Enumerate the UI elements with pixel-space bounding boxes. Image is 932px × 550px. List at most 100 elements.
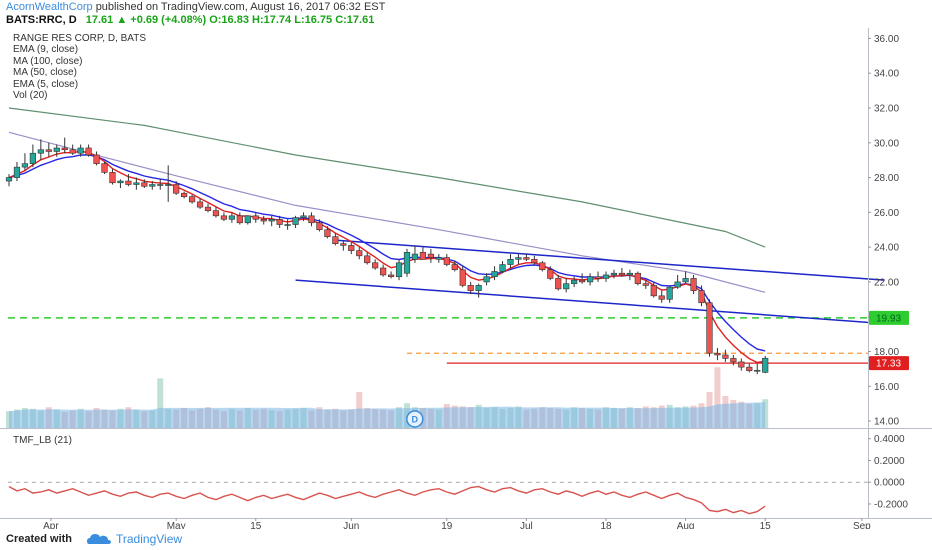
- candle-body: [523, 257, 530, 260]
- candle-body: [435, 257, 442, 260]
- time-tick-label: Jul: [520, 521, 533, 532]
- tmf-tick-label: 0.0000: [874, 478, 905, 489]
- candle-body: [459, 269, 466, 286]
- time-tick-label: 18: [600, 521, 612, 532]
- candle-body: [499, 264, 506, 272]
- candle-body: [308, 215, 315, 224]
- candle-body: [571, 279, 578, 284]
- candle-body: [228, 215, 235, 220]
- tradingview-brand-link[interactable]: TradingView: [116, 532, 183, 546]
- candle-body: [395, 262, 403, 277]
- candle-body: [324, 229, 331, 237]
- price-tick-label: 22.00: [874, 277, 899, 288]
- candle-body: [467, 285, 474, 291]
- candle-body: [602, 274, 610, 279]
- candle-body: [738, 361, 745, 368]
- dividend-marker-icon: [406, 410, 424, 428]
- candle-body: [196, 201, 204, 208]
- candle-body: [356, 250, 363, 257]
- footer: Created with TradingView: [0, 529, 932, 550]
- candle-body: [547, 269, 554, 279]
- candle-body: [5, 177, 13, 182]
- candle-body: [133, 182, 140, 185]
- candle-body: [332, 236, 339, 244]
- legend-ma100[interactable]: MA (100, close): [13, 55, 83, 67]
- indicator-legend: RANGE RES CORP, D, BATS EMA (9, close) M…: [13, 33, 146, 101]
- price-tick-label: 26.00: [874, 208, 899, 219]
- candle-body: [427, 253, 434, 258]
- publish-header: AcornWealthCorp published on TradingView…: [6, 1, 385, 13]
- candle-body: [260, 219, 267, 222]
- legend-ema5[interactable]: EMA (5, close): [13, 78, 79, 90]
- tmf-tick-label: 0.2000: [874, 456, 905, 467]
- price-badge: [869, 356, 909, 371]
- candle-body: [85, 147, 92, 156]
- candle-body: [149, 184, 156, 187]
- candle-body: [443, 257, 450, 265]
- price-tick-label: 30.00: [874, 138, 899, 149]
- candle-body: [746, 366, 753, 371]
- candle-body: [650, 285, 657, 297]
- candle-body: [292, 217, 299, 225]
- candle-body: [626, 272, 633, 276]
- candle-body: [173, 184, 180, 194]
- price-tick-label: 34.00: [874, 69, 899, 80]
- candle-body: [188, 196, 196, 203]
- axes: 14.0016.0018.0020.0022.0024.0026.0028.00…: [0, 28, 932, 532]
- price-badge-label: 19.93: [876, 313, 901, 324]
- time-tick-label: 15: [760, 521, 772, 532]
- legend-vol[interactable]: Vol (20): [13, 90, 48, 102]
- time-tick-label: Sep: [853, 521, 871, 532]
- candle-body: [45, 149, 52, 152]
- publish-info: published on TradingView.com, August 16,…: [95, 1, 386, 13]
- time-tick-label: May: [167, 521, 186, 532]
- candle-body: [364, 255, 371, 264]
- candle-body: [93, 154, 100, 164]
- author-link[interactable]: AcornWealthCorp: [6, 1, 93, 13]
- candle-body: [29, 152, 36, 164]
- candle-body: [300, 215, 307, 218]
- candle-body: [276, 219, 283, 225]
- candle-body: [658, 295, 665, 300]
- tmf-tick-label: -0.2000: [874, 499, 908, 510]
- legend-ema9[interactable]: EMA (9, close): [13, 44, 79, 56]
- open-value: O:16.83: [209, 14, 249, 26]
- candle-body: [268, 219, 275, 222]
- candle-body: [563, 283, 570, 290]
- candle-body: [419, 252, 427, 260]
- volume-bar: [714, 367, 721, 428]
- time-tick-label: 15: [250, 521, 262, 532]
- candle-body: [220, 215, 228, 220]
- tmf-tick-label: 0.4000: [874, 434, 905, 445]
- time-tick-label: Jun: [343, 521, 359, 532]
- candle-body: [666, 286, 673, 300]
- legend-ma50[interactable]: MA (50, close): [13, 67, 77, 79]
- tmf-line: [8, 485, 766, 515]
- candle-body: [610, 272, 618, 276]
- close-value: C:17.61: [335, 14, 375, 26]
- candle-body: [61, 147, 68, 151]
- time-tick-label: Aug: [677, 521, 695, 532]
- candle-body: [13, 166, 21, 178]
- candle-body: [762, 357, 769, 373]
- ema9-line: [8, 154, 766, 352]
- high-value: H:17.74: [252, 14, 292, 26]
- candle-body: [236, 215, 243, 224]
- price-tick-label: 14.00: [874, 417, 899, 428]
- volume-bar: [157, 378, 164, 428]
- candle-body: [411, 253, 419, 260]
- candle-body: [387, 274, 395, 277]
- candle-body: [101, 163, 108, 173]
- legend-title: RANGE RES CORP, D, BATS: [13, 33, 146, 44]
- tmf-panel: [8, 481, 868, 515]
- tradingview-cloud-icon: [87, 534, 111, 544]
- candle-body: [722, 354, 729, 359]
- candle-body: [475, 285, 482, 291]
- candle-body: [515, 257, 522, 260]
- time-tick-label: 19: [441, 521, 453, 532]
- candle-body: [125, 180, 132, 185]
- price-tick-label: 32.00: [874, 104, 899, 115]
- tmf-indicator-title[interactable]: TMF_LB (21): [13, 435, 72, 446]
- up-arrow-icon: ▲: [116, 14, 128, 26]
